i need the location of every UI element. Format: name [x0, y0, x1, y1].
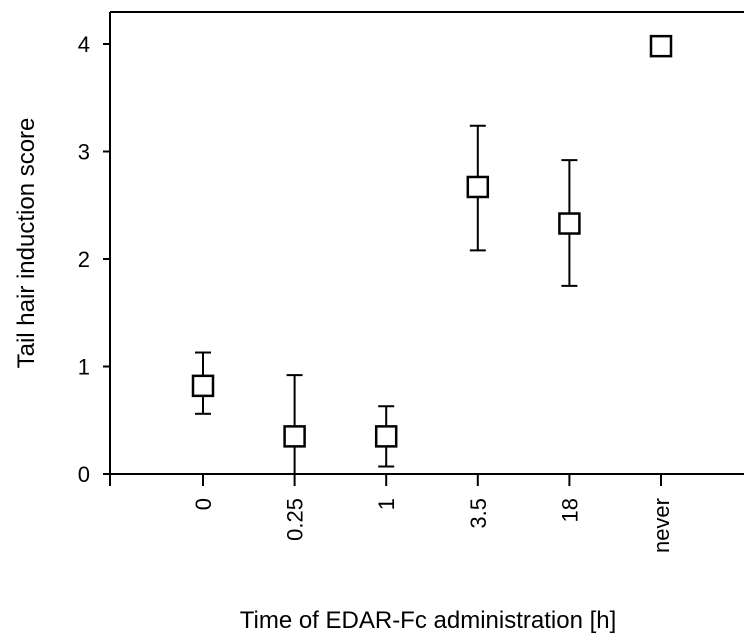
data-point	[191, 374, 215, 398]
y-axis-ticks: 0 1 2 3 4	[78, 32, 110, 487]
data-point	[283, 425, 306, 448]
error-bars	[195, 124, 578, 474]
x-tick-label: never	[649, 498, 674, 553]
y-tick-label: 0	[78, 462, 90, 487]
data-point	[374, 425, 398, 448]
data-point	[558, 212, 581, 235]
y-tick-label: 2	[78, 247, 90, 272]
plot-frame	[109, 11, 744, 475]
x-tick-label: 3.5	[466, 498, 491, 529]
data-point	[649, 34, 673, 58]
x-axis-title: Time of EDAR-Fc administration [h]	[240, 607, 617, 634]
data-points	[191, 34, 673, 448]
y-tick-label: 1	[78, 355, 90, 380]
y-axis-title: Tail hair induction score	[13, 118, 40, 369]
x-tick-label: 1	[374, 498, 399, 510]
x-tick-label: 0	[191, 498, 216, 510]
x-axis-ticks: 0 0.25 1 3.5 18 never	[109, 474, 674, 553]
data-point	[466, 175, 490, 199]
x-tick-label: 0.25	[283, 498, 308, 541]
y-tick-label: 3	[78, 140, 90, 165]
y-tick-label: 4	[78, 32, 90, 57]
x-tick-label: 18	[557, 498, 582, 522]
